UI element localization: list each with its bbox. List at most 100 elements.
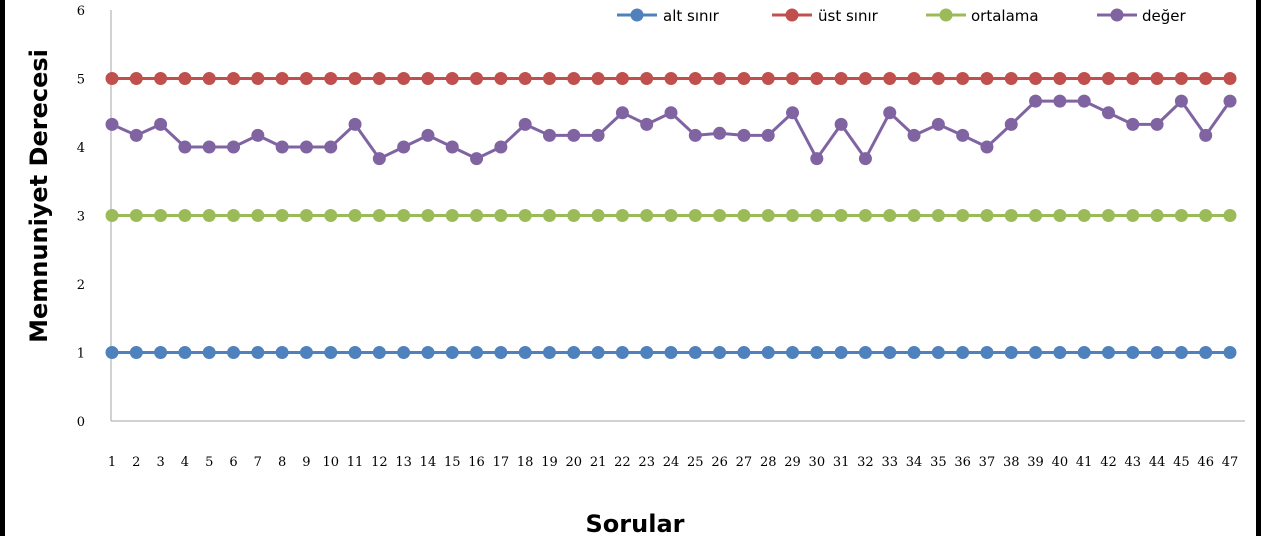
data-point <box>907 209 921 222</box>
data-point <box>518 117 532 131</box>
x-tick-label: 23 <box>638 455 655 470</box>
plot-series <box>105 72 1237 359</box>
data-point <box>105 346 119 359</box>
x-tick-label: 16 <box>468 455 485 470</box>
legend-label: üst sınır <box>818 7 879 25</box>
data-point <box>640 209 654 222</box>
x-tick-label: 2 <box>132 455 140 470</box>
data-point <box>567 209 581 222</box>
data-point <box>129 209 143 222</box>
data-point <box>737 346 751 359</box>
x-tick-label: 1 <box>108 455 116 470</box>
data-point <box>1004 117 1018 131</box>
data-point <box>154 209 168 222</box>
data-point <box>227 209 241 222</box>
data-point <box>931 346 945 359</box>
legend-label: ortalama <box>971 7 1039 25</box>
data-point <box>883 72 897 85</box>
data-point <box>178 140 192 154</box>
x-tick-label: 39 <box>1027 455 1044 470</box>
data-point <box>688 128 702 142</box>
x-tick-label: 43 <box>1125 455 1142 470</box>
data-point <box>1053 209 1067 222</box>
data-point <box>1101 346 1115 359</box>
data-point <box>421 128 435 142</box>
data-point <box>567 72 581 85</box>
data-point <box>834 117 848 131</box>
data-point <box>713 346 727 359</box>
data-point <box>372 209 386 222</box>
data-point <box>615 209 629 222</box>
data-point <box>907 128 921 142</box>
data-point <box>1199 72 1213 85</box>
data-point <box>542 72 556 85</box>
data-point <box>1077 209 1091 222</box>
y-tick-label: 1 <box>77 347 85 362</box>
data-point <box>1150 346 1164 359</box>
series-0 <box>105 346 1237 359</box>
data-point <box>1199 128 1213 142</box>
data-point <box>105 209 119 222</box>
x-tick-label: 9 <box>302 455 310 470</box>
x-tick-labels: 1 2 3 4 5 6 7 8 9 10 11 12 13 14 15 16 17 18 19 20 21 22 23 24 2… <box>108 455 1238 470</box>
data-point <box>421 346 435 359</box>
legend-marker <box>630 8 644 22</box>
y-tick-labels: 0 1 2 3 4 5 6 <box>77 4 85 430</box>
data-point <box>154 72 168 85</box>
x-tick-label: 22 <box>614 455 631 470</box>
data-point <box>640 346 654 359</box>
data-point <box>834 209 848 222</box>
data-point <box>470 209 484 222</box>
x-tick-label: 27 <box>736 455 753 470</box>
data-point <box>275 140 289 154</box>
data-point <box>348 209 362 222</box>
data-point <box>810 152 824 166</box>
data-point <box>664 209 678 222</box>
x-tick-label: 21 <box>590 455 607 470</box>
data-point <box>202 209 216 222</box>
data-point <box>275 209 289 222</box>
legend-entry: alt sınır <box>617 7 720 25</box>
data-point <box>178 346 192 359</box>
data-point <box>324 346 338 359</box>
y-tick-label: 5 <box>77 73 85 88</box>
data-point <box>761 346 775 359</box>
data-point <box>786 209 800 222</box>
data-point <box>713 126 727 140</box>
data-point <box>1223 346 1237 359</box>
data-point <box>883 209 897 222</box>
data-point <box>154 117 168 131</box>
data-point <box>688 209 702 222</box>
data-point <box>761 209 775 222</box>
series-1 <box>105 72 1237 85</box>
data-point <box>1126 346 1140 359</box>
data-point <box>1004 209 1018 222</box>
data-point <box>202 346 216 359</box>
data-point <box>397 72 411 85</box>
y-tick-label: 0 <box>77 415 85 430</box>
x-tick-label: 18 <box>517 455 534 470</box>
data-point <box>858 209 872 222</box>
x-tick-label: 35 <box>930 455 947 470</box>
data-point <box>615 72 629 85</box>
data-point <box>858 72 872 85</box>
data-point <box>1223 94 1237 108</box>
x-tick-label: 34 <box>906 455 923 470</box>
data-point <box>907 346 921 359</box>
data-point <box>956 128 970 142</box>
data-point <box>1174 346 1188 359</box>
data-point <box>494 72 508 85</box>
x-tick-label: 19 <box>541 455 558 470</box>
data-point <box>1029 72 1043 85</box>
data-point <box>931 72 945 85</box>
x-tick-label: 14 <box>420 455 437 470</box>
data-point <box>1077 94 1091 108</box>
data-point <box>227 346 241 359</box>
data-point <box>834 346 848 359</box>
x-tick-label: 38 <box>1003 455 1020 470</box>
data-point <box>810 72 824 85</box>
x-tick-label: 29 <box>784 455 801 470</box>
data-point <box>1126 72 1140 85</box>
x-axis-label: Sorular <box>586 510 685 536</box>
data-point <box>1053 72 1067 85</box>
